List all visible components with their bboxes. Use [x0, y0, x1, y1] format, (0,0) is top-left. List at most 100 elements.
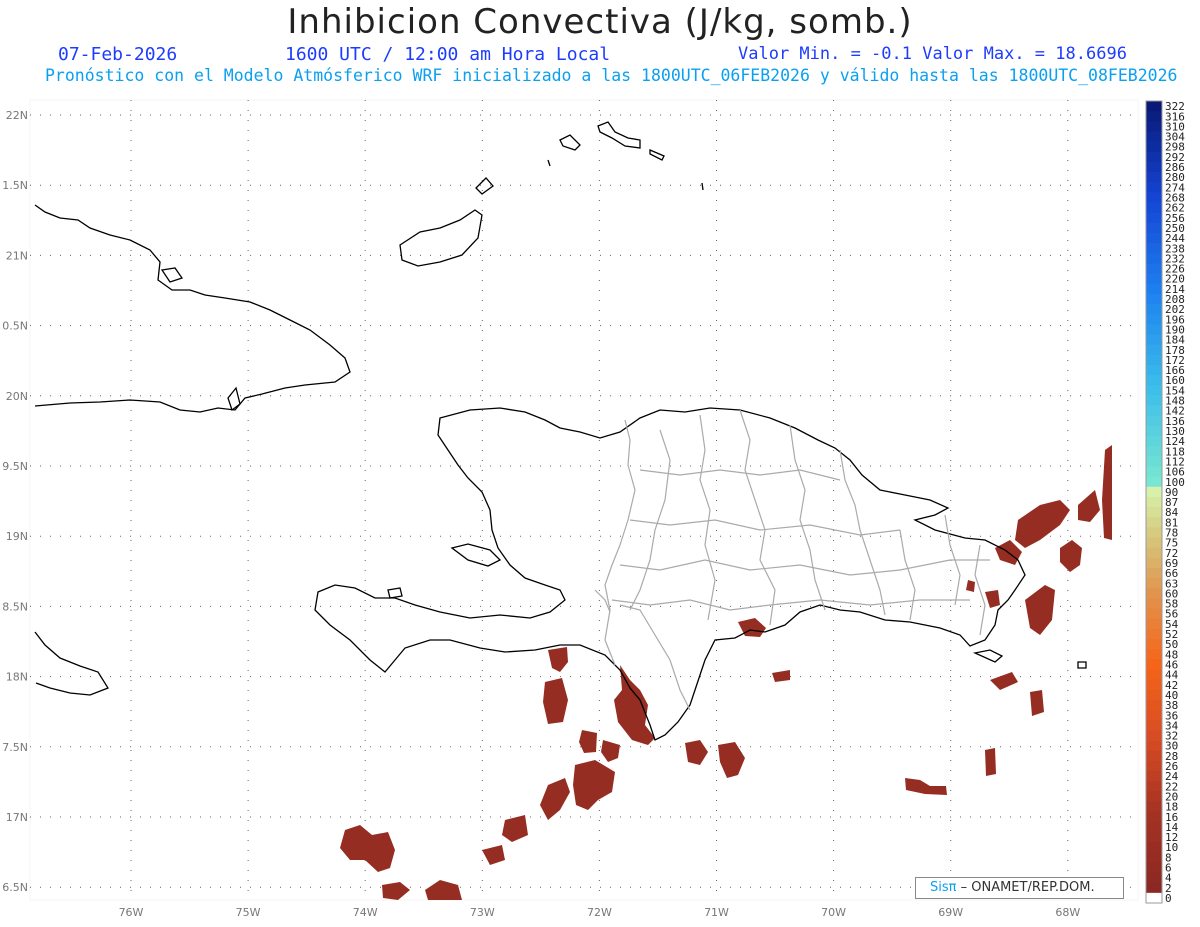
chart-title: Inhibicion Convectiva (J/kg, somb.) — [287, 2, 913, 42]
colorbar-label: 12 — [1165, 831, 1178, 844]
colorbar-swatch — [1146, 436, 1162, 447]
colorbar-swatch — [1146, 699, 1162, 711]
colorbar-label: 75 — [1165, 537, 1178, 550]
colorbar-swatch — [1146, 557, 1162, 569]
colorbar-label: 118 — [1165, 445, 1185, 458]
lon-tick-label: 73W — [470, 906, 495, 919]
lat-tick-label: 22N — [6, 109, 28, 122]
colorbar-swatch — [1146, 740, 1162, 752]
colorbar-label: 148 — [1165, 395, 1185, 408]
colorbar-label: 214 — [1165, 283, 1185, 296]
colorbar-swatch — [1146, 415, 1162, 427]
colorbar-label: 22 — [1165, 780, 1178, 793]
colorbar-swatch — [1146, 212, 1162, 224]
colorbar-swatch — [1146, 659, 1162, 670]
colorbar-label: 84 — [1165, 506, 1179, 519]
colorbar-label: 190 — [1165, 323, 1185, 336]
lat-tick-label: 21N — [6, 249, 28, 262]
colorbar-label: 316 — [1165, 110, 1185, 123]
colorbar-swatch — [1146, 405, 1162, 417]
colorbar-label: 268 — [1165, 192, 1185, 205]
colorbar-swatch — [1146, 507, 1162, 518]
colorbar-label: 54 — [1165, 618, 1179, 631]
colorbar-label: 30 — [1165, 740, 1178, 753]
colorbar-label: 90 — [1165, 486, 1178, 499]
onamet-credit: – ONAMET/REP.DOM. — [960, 880, 1095, 895]
colorbar-label: 304 — [1165, 131, 1185, 144]
colorbar-swatch — [1146, 547, 1162, 559]
colorbar-swatch — [1146, 354, 1162, 366]
colorbar-swatch — [1146, 182, 1162, 193]
colorbar-label: 38 — [1165, 699, 1178, 712]
colorbar-label: 44 — [1165, 669, 1179, 682]
colorbar-label: 100 — [1165, 476, 1185, 489]
lon-tick-label: 71W — [704, 906, 729, 919]
colorbar-swatch — [1146, 537, 1162, 549]
colorbar-swatch — [1146, 192, 1162, 203]
lat-tick-label: 18N — [6, 671, 28, 684]
colorbar-label: 2 — [1165, 882, 1172, 895]
colorbar-swatch — [1146, 324, 1162, 335]
colorbar-label: 250 — [1165, 222, 1185, 235]
colorbar-swatch — [1146, 649, 1162, 660]
colorbar-label: 81 — [1165, 516, 1178, 529]
sispi-logo: Sisπ — [930, 880, 957, 895]
colorbar-swatch — [1146, 222, 1162, 234]
colorbar-labels: 3223163103042982922862802742682622562502… — [1165, 100, 1185, 905]
colorbar-swatch — [1146, 202, 1162, 214]
colorbar-swatch — [1146, 679, 1162, 691]
colorbar-label: 20 — [1165, 790, 1178, 803]
colorbar-label: 262 — [1165, 202, 1185, 215]
colorbar-outline — [1145, 100, 1163, 904]
colorbar-label: 226 — [1165, 263, 1185, 276]
colorbar-swatch — [1146, 121, 1162, 132]
colorbar-label: 66 — [1165, 567, 1178, 580]
colorbar-swatch — [1146, 882, 1162, 894]
colorbar-label: 42 — [1165, 679, 1178, 692]
colorbar-swatch — [1146, 710, 1162, 721]
lon-tick-label: 68W — [1055, 906, 1080, 919]
colorbar-swatch — [1146, 344, 1162, 356]
colorbar-label: 78 — [1165, 527, 1178, 540]
colorbar-swatch — [1146, 608, 1162, 620]
colorbar-label: 28 — [1165, 750, 1178, 763]
colorbar-label: 286 — [1165, 161, 1185, 174]
colorbar-label: 32 — [1165, 730, 1178, 743]
colorbar-swatch — [1146, 466, 1162, 478]
colorbar-swatch — [1146, 852, 1162, 863]
colorbar-swatch — [1146, 385, 1162, 396]
colorbar-label: 196 — [1165, 313, 1185, 326]
colorbar-swatch — [1146, 293, 1162, 305]
colorbar-label: 154 — [1165, 384, 1185, 397]
colorbar-label: 50 — [1165, 638, 1178, 651]
colorbar-label: 274 — [1165, 181, 1185, 194]
colorbar-swatch — [1146, 131, 1162, 143]
colorbar-label: 220 — [1165, 273, 1185, 286]
lat-tick-label: 9.5N — [2, 460, 28, 473]
colorbar-label: 60 — [1165, 587, 1178, 600]
colorbar-swatch — [1146, 375, 1162, 386]
colorbar-swatch — [1146, 720, 1162, 731]
model-description: Pronóstico con el Modelo Atmósferico WRF… — [45, 66, 1178, 85]
colorbar-swatch — [1146, 588, 1162, 599]
colorbar-swatch — [1146, 892, 1162, 904]
colorbar-label: 72 — [1165, 547, 1178, 560]
colorbar-swatch — [1146, 771, 1162, 782]
credit-box: Sisπ – ONAMET/REP.DOM. — [915, 877, 1124, 899]
longitude-labels: 76W 75W 74W 73W 72W 71W 70W 69W 68W — [119, 906, 1081, 919]
forecast-date: 07-Feb-2026 — [58, 44, 178, 65]
lat-tick-label: 7.5N — [2, 741, 28, 754]
lon-tick-label: 74W — [353, 906, 378, 919]
colorbar — [1145, 100, 1163, 904]
lon-tick-label: 76W — [119, 906, 144, 919]
colorbar-label: 56 — [1165, 608, 1178, 621]
colorbar-swatch — [1146, 628, 1162, 640]
colorbar-label: 87 — [1165, 496, 1178, 509]
colorbar-label: 26 — [1165, 760, 1178, 773]
colorbar-label: 166 — [1165, 364, 1185, 377]
colorbar-swatch — [1146, 781, 1162, 792]
colorbar-label: 6 — [1165, 862, 1172, 875]
colorbar-label: 112 — [1165, 455, 1185, 468]
colorbar-label: 322 — [1165, 100, 1185, 113]
lat-lon-grid — [30, 100, 1138, 900]
